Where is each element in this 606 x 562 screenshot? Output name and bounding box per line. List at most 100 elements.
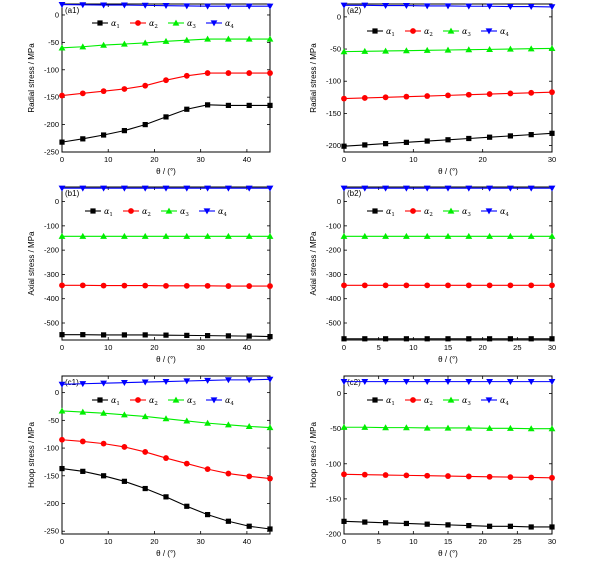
data-point [507, 45, 514, 52]
data-point [121, 332, 127, 338]
data-point [79, 381, 87, 388]
data-point [205, 102, 211, 108]
chart-panel-a1: 0 10 20 30 40 -250 -200 -150 -100 -50 0 θ / (°) Radi… [27, 1, 274, 176]
data-point [382, 47, 389, 54]
x-axis-title: θ / (°) [438, 355, 458, 364]
y-tick-label: 0 [337, 389, 341, 398]
data-point [362, 142, 368, 148]
data-point [340, 185, 348, 192]
data-point [205, 511, 211, 518]
legend-marker [135, 397, 141, 403]
data-point [79, 185, 87, 192]
x-tick-label: 20 [150, 343, 158, 352]
data-point [340, 232, 348, 239]
data-point [486, 185, 493, 192]
data-point [423, 185, 431, 192]
y-tick-label: -400 [44, 294, 59, 303]
x-axis-title: θ / (°) [156, 355, 176, 364]
data-point [141, 2, 149, 9]
data-point [225, 70, 232, 76]
data-point [246, 70, 253, 76]
data-point [246, 523, 252, 529]
data-point [225, 518, 231, 524]
data-point [423, 379, 431, 386]
data-point [225, 35, 232, 42]
data-point [142, 332, 148, 338]
data-point [225, 3, 232, 10]
data-point [507, 474, 514, 481]
legend-label: α3 [462, 27, 471, 38]
data-point [58, 1, 66, 8]
data-point [267, 102, 273, 109]
y-axis-title: Axial stress / MPa [309, 231, 318, 296]
data-point [549, 282, 555, 289]
data-point [361, 47, 369, 54]
data-point [59, 92, 65, 99]
y-tick-label: -50 [48, 38, 59, 47]
data-point [204, 35, 211, 42]
data-point [80, 332, 86, 338]
data-point [183, 460, 190, 467]
data-point [340, 379, 348, 386]
legend-label: α3 [462, 396, 471, 407]
legend-label: α3 [187, 396, 196, 407]
data-point [549, 89, 555, 96]
data-point [121, 444, 128, 450]
data-point [507, 90, 514, 97]
data-point [341, 95, 347, 102]
x-tick-label: 20 [150, 155, 158, 164]
data-point [121, 232, 128, 239]
x-tick-label: 5 [377, 537, 381, 546]
data-point [382, 232, 389, 239]
data-point [246, 283, 253, 289]
x-tick-label: 10 [104, 537, 112, 546]
data-point [548, 232, 556, 239]
data-point [163, 114, 169, 120]
y-tick-label: -100 [44, 444, 59, 453]
data-point [141, 39, 149, 46]
data-point [204, 419, 211, 426]
x-tick-label: 0 [60, 343, 64, 352]
data-point [445, 522, 451, 528]
legend-marker [372, 208, 378, 214]
data-point [59, 282, 65, 289]
legend-marker [410, 208, 416, 214]
data-point [183, 378, 191, 385]
data-point [465, 3, 473, 10]
data-point [507, 133, 513, 139]
data-point [403, 472, 410, 479]
data-point [549, 130, 555, 136]
series-line [61, 104, 270, 143]
series-line [61, 72, 270, 97]
legend-marker [410, 28, 416, 34]
panel-label: (a1) [65, 6, 80, 15]
data-point [528, 474, 535, 481]
y-tick-label: -150 [44, 471, 59, 480]
data-point [486, 91, 493, 97]
series-1 [341, 130, 555, 149]
y-tick-label: -500 [326, 319, 341, 328]
chart-panel-c2: 0 5 10 15 20 25 30 -200 -150 -100 -50 0 θ / (°) Hoop … [309, 375, 556, 558]
data-point [266, 376, 274, 383]
data-point [444, 185, 452, 192]
panel-label: (b1) [65, 189, 80, 198]
data-point [141, 413, 149, 420]
data-point [101, 332, 107, 338]
data-point [465, 46, 473, 53]
data-point [548, 425, 556, 432]
series-2 [59, 436, 273, 482]
data-point [465, 185, 473, 192]
legend-marker [485, 208, 493, 215]
data-point [383, 141, 389, 147]
data-point [382, 472, 389, 478]
x-tick-label: 0 [342, 537, 346, 546]
data-point [528, 89, 535, 96]
y-tick-label: 0 [55, 197, 59, 206]
data-point [162, 415, 170, 422]
data-point [423, 424, 431, 431]
legend: α1 α2 α3 α4 [367, 396, 509, 407]
legend-marker [135, 20, 141, 26]
data-point [444, 232, 452, 239]
data-point [79, 232, 87, 239]
